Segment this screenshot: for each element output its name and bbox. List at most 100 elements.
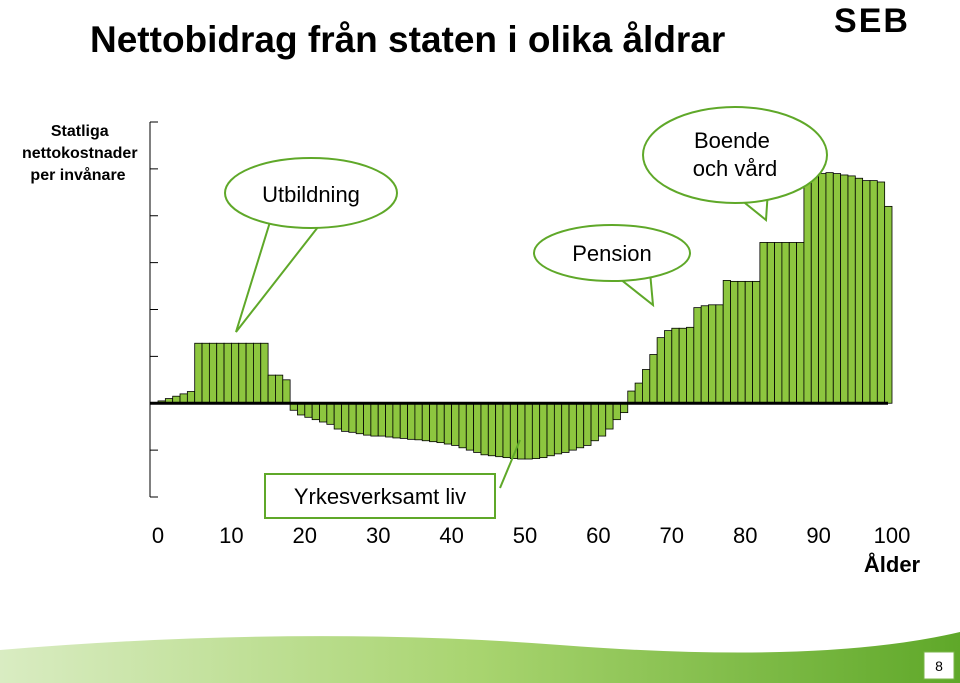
bar [708, 304, 717, 404]
bar [759, 242, 768, 404]
bar [245, 342, 254, 404]
x-tick-label: 100 [874, 523, 911, 548]
bar [531, 402, 541, 459]
annotation: Pension [572, 241, 652, 266]
bar [238, 342, 247, 404]
title: Nettobidrag från staten i olika åldrar [90, 19, 725, 60]
bar [399, 402, 408, 439]
bar [876, 181, 886, 404]
bar [693, 307, 702, 404]
bar [664, 330, 673, 404]
bar [355, 402, 364, 435]
bar [495, 402, 504, 458]
x-tick-label: 70 [660, 523, 684, 548]
bar [678, 327, 687, 404]
bar [230, 342, 240, 404]
bar [649, 354, 658, 404]
bar [722, 280, 731, 404]
bar [583, 402, 592, 446]
bar [612, 402, 621, 421]
bar [744, 280, 753, 404]
bar [847, 175, 856, 404]
bar [223, 342, 232, 404]
bar [752, 280, 761, 404]
bar [208, 342, 218, 404]
callout-tail [499, 439, 521, 489]
bar [781, 242, 790, 404]
bar [304, 402, 313, 418]
y-label-line: nettokostnader [22, 145, 138, 162]
bar [473, 402, 482, 453]
bar [451, 402, 460, 446]
y-label-line: Statliga [51, 123, 109, 140]
x-tick-label: 40 [439, 523, 463, 548]
bar [561, 402, 570, 453]
bar [539, 402, 548, 459]
bar [282, 379, 291, 404]
callout [264, 473, 496, 519]
bar [788, 242, 797, 404]
bar [363, 402, 372, 436]
y-label-line: per invånare [30, 166, 125, 184]
x-tick-label: 80 [733, 523, 757, 548]
bar [854, 177, 864, 404]
annotation: Yrkesverksamt liv [294, 484, 466, 509]
x-tick-label: 90 [806, 523, 830, 548]
bar [502, 402, 511, 459]
bar [436, 402, 445, 444]
y-axis-label: Statliga nettokostnader per invånare [22, 123, 142, 184]
callout-tail [235, 221, 319, 333]
bar [810, 173, 820, 404]
bar [832, 173, 842, 404]
bar [385, 402, 394, 438]
x-tick-label: 60 [586, 523, 610, 548]
bar [862, 180, 871, 404]
bar [377, 402, 386, 437]
callout [533, 224, 691, 282]
bar [818, 173, 827, 404]
bar [216, 342, 225, 404]
plot: 0 10 20 30 40 50 60 70 80 90 100 [149, 121, 911, 548]
bar [370, 402, 379, 437]
bar [715, 304, 724, 404]
bar [275, 374, 284, 404]
annotation: Utbildning [262, 182, 360, 207]
bar [553, 402, 563, 455]
bar [884, 205, 893, 404]
bar [421, 402, 430, 442]
bar [605, 402, 614, 430]
bar [326, 402, 335, 425]
bar [825, 172, 834, 404]
bar [869, 180, 878, 404]
x-tick-label: 50 [513, 523, 537, 548]
bar [737, 280, 746, 404]
x-tick-label: 0 [152, 523, 164, 548]
bar [201, 342, 210, 404]
bar [656, 337, 665, 404]
bar [414, 402, 423, 441]
bar [487, 402, 497, 457]
bar [671, 327, 680, 404]
bar [407, 402, 416, 440]
bar [253, 342, 262, 404]
x-tick-label: 10 [219, 523, 243, 548]
bar [796, 242, 805, 404]
bar [642, 369, 651, 404]
bar [392, 402, 401, 439]
bar [311, 402, 320, 421]
bar [546, 402, 555, 457]
footer-band [0, 632, 960, 683]
bar [590, 402, 599, 442]
annotation-line: Boende [694, 128, 770, 153]
bar [194, 342, 203, 404]
x-tick-label: 20 [293, 523, 317, 548]
bar [803, 174, 812, 404]
bar [634, 382, 643, 404]
bar [186, 391, 196, 404]
bar [260, 342, 269, 404]
bar [568, 402, 577, 451]
bar [458, 402, 467, 449]
bar [627, 390, 636, 404]
bar [766, 242, 775, 404]
